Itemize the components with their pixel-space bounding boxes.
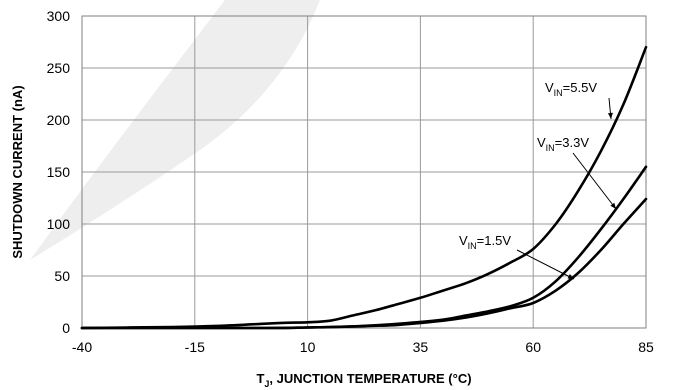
x-tick-label: -15 [185, 339, 205, 355]
y-tick-label: 200 [47, 112, 71, 128]
arrowhead-vin-5-5v [607, 112, 613, 119]
arrowhead-vin-3-3v [610, 202, 616, 209]
y-tick-label: 0 [62, 320, 70, 336]
x-axis-label: TJ, JUNCTION TEMPERATURE (°C) [256, 371, 471, 389]
y-tick-label: 250 [47, 60, 71, 76]
plot-area-border [81, 15, 647, 329]
series-annotations: VIN=5.5V VIN=3.3V VIN=1.5V [459, 80, 617, 280]
series-line-vin-3-3v [80, 165, 648, 330]
tick-labels: 0 50 100 150 200 250 300 -40 -15 10 35 60 85 [47, 8, 654, 355]
x-tick-label: 85 [638, 339, 654, 355]
watermark-swoosh [30, 0, 320, 260]
x-tick-label: -40 [72, 339, 92, 355]
arrowhead-vin-1-5v [567, 274, 574, 279]
x-axis-label-main: T [256, 371, 264, 386]
series-line-vin-1-5v [80, 197, 648, 330]
grid-lines [81, 15, 647, 329]
y-tick-label: 300 [47, 8, 71, 24]
y-axis-label: SHUTDOWN CURRENT (nA) [10, 85, 25, 258]
x-axis-label-rest: , JUNCTION TEMPERATURE (°C) [269, 371, 471, 386]
annotation-vin-3-3v: VIN=3.3V [537, 135, 589, 153]
annotation-vin-5-5v: VIN=5.5V [545, 80, 597, 98]
y-tick-label: 100 [47, 216, 71, 232]
series-line-vin-5-5v [80, 45, 648, 330]
leader-line-vin-1-5v [516, 249, 575, 280]
y-tick-label: 150 [47, 164, 71, 180]
y-tick-label: 50 [54, 268, 70, 284]
x-tick-label: 35 [413, 339, 429, 355]
series-lines [80, 45, 648, 330]
x-tick-label: 60 [525, 339, 541, 355]
x-axis-label-sub: J [264, 379, 269, 389]
leader-line-vin-3-3v [572, 152, 617, 210]
annotation-vin-1-5v: VIN=1.5V [459, 233, 511, 251]
x-tick-label: 10 [300, 339, 316, 355]
